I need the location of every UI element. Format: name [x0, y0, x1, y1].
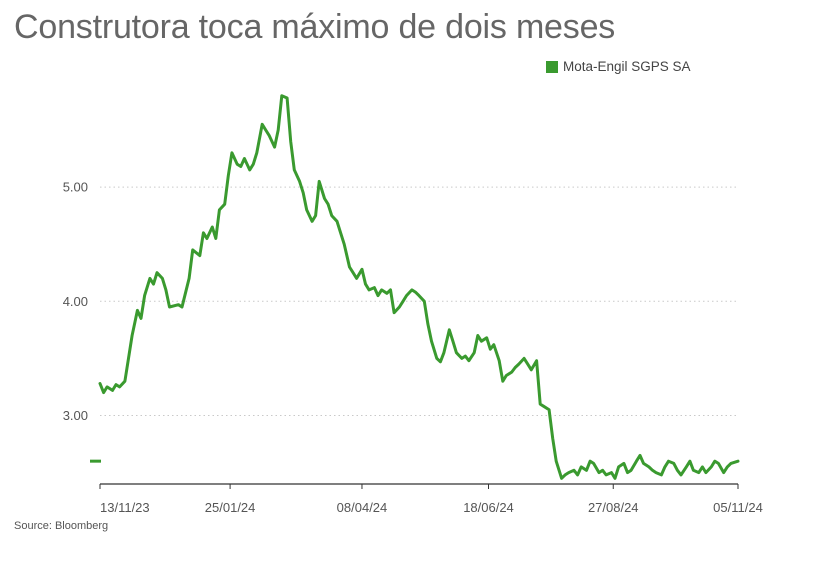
- y-tick-label: 3.00: [63, 408, 88, 423]
- legend-swatch: [546, 60, 558, 73]
- y-axis: 3.00 4.00 5.00: [63, 180, 88, 423]
- x-tick-label: 13/11/23: [100, 500, 150, 515]
- chart-legend: Mota-Engil SGPS SA: [546, 59, 691, 74]
- gridlines: [100, 186, 738, 416]
- legend-label: Mota-Engil SGPS SA: [563, 59, 691, 74]
- x-tick-label: 08/04/24: [337, 500, 388, 515]
- y-tick-label: 4.00: [63, 294, 88, 309]
- x-tick-label: 18/06/24: [463, 500, 514, 515]
- x-tick-label: 05/11/24: [713, 500, 763, 515]
- y-tick-label: 5.00: [63, 180, 88, 195]
- x-tick-label: 27/08/24: [588, 500, 639, 515]
- series: [90, 94, 740, 480]
- chart-source: Source: Bloomberg: [14, 520, 109, 532]
- series-line: [98, 94, 740, 480]
- x-tick-label: 25/01/24: [205, 500, 256, 515]
- chart-title: Construtora toca máximo de dois meses: [14, 8, 616, 46]
- x-axis: 13/11/23 25/01/24 08/04/24 18/06/24 27/08/24…: [99, 483, 763, 515]
